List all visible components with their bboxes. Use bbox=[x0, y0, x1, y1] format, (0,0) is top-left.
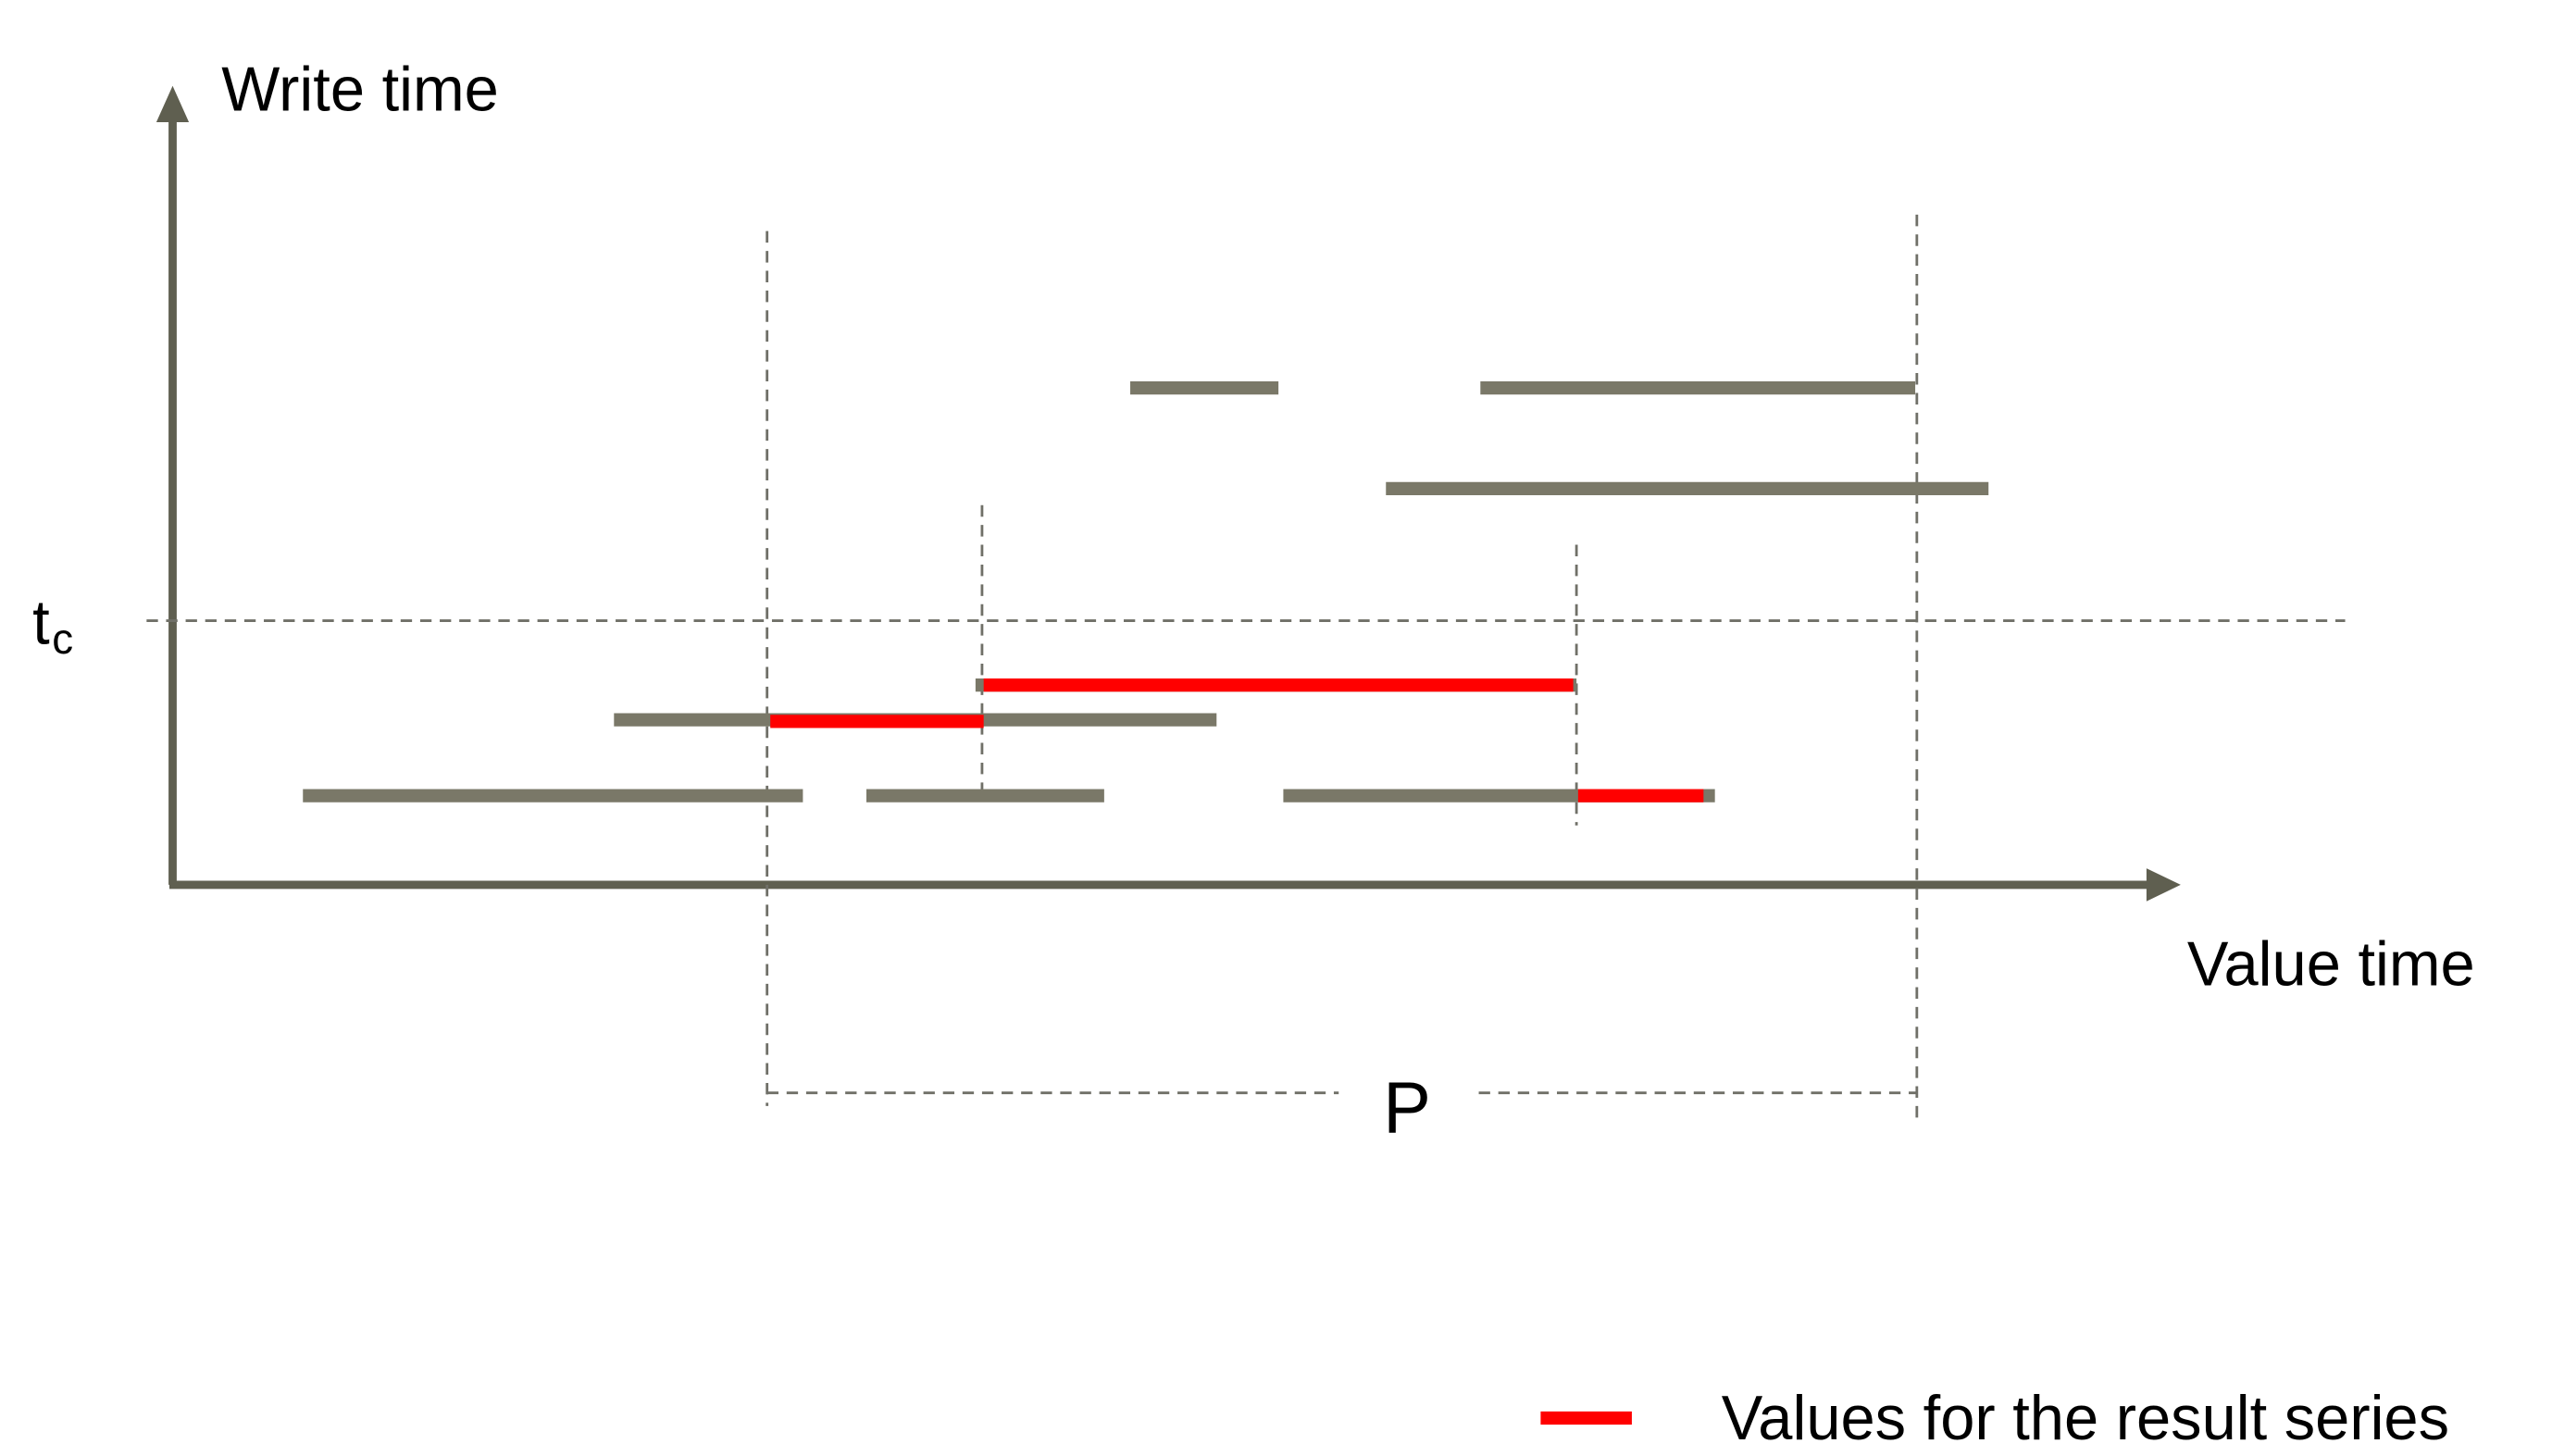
x-axis-label: Value time bbox=[2187, 929, 2475, 1000]
y-axis-arrowhead bbox=[156, 85, 190, 122]
threshold-label: t bbox=[32, 588, 50, 658]
result-segments bbox=[770, 678, 1704, 803]
legend-label: Values for the result series bbox=[1722, 1384, 2449, 1454]
legend: Values for the result series bbox=[1540, 1384, 2449, 1454]
guide-lines bbox=[146, 214, 2346, 1123]
value-segments bbox=[303, 380, 1989, 803]
y-axis-label: Write time bbox=[221, 55, 499, 125]
x-axis-arrowhead bbox=[2146, 868, 2181, 902]
threshold-label-subscript: c bbox=[52, 615, 73, 663]
period-label: P bbox=[1383, 1066, 1431, 1149]
threshold-label-main: t bbox=[32, 588, 50, 658]
